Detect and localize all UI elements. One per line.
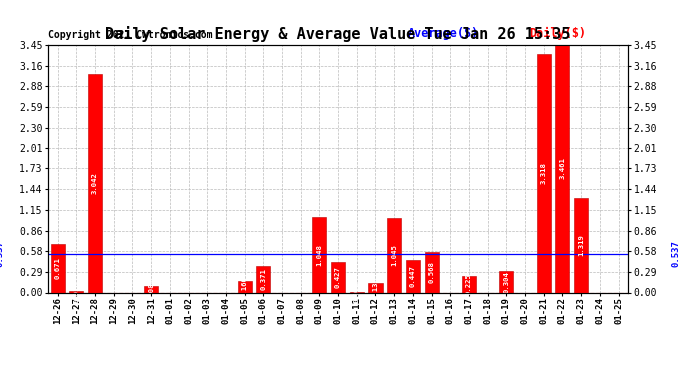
- Text: Average($): Average($): [408, 27, 479, 40]
- Bar: [406, 260, 420, 292]
- Text: 0.132: 0.132: [373, 277, 379, 299]
- Bar: [313, 217, 326, 292]
- Bar: [144, 286, 158, 292]
- Text: 1.048: 1.048: [317, 244, 322, 266]
- Text: 3.042: 3.042: [92, 172, 98, 194]
- Bar: [88, 74, 102, 292]
- Text: 0.371: 0.371: [260, 268, 266, 290]
- Bar: [500, 271, 513, 292]
- Bar: [537, 54, 551, 292]
- Text: 0.568: 0.568: [428, 261, 435, 283]
- Bar: [462, 276, 476, 292]
- Bar: [237, 281, 252, 292]
- Bar: [555, 44, 569, 292]
- Text: 0.447: 0.447: [410, 266, 416, 287]
- Bar: [256, 266, 270, 292]
- Bar: [574, 198, 588, 292]
- Text: 0.304: 0.304: [504, 271, 509, 292]
- Text: 3.461: 3.461: [560, 158, 566, 179]
- Text: 0.003: 0.003: [354, 282, 359, 303]
- Text: Daily($): Daily($): [529, 27, 586, 40]
- Bar: [424, 252, 439, 292]
- Text: 1.045: 1.045: [391, 244, 397, 266]
- Title: Daily Solar Energy & Average Value Tue Jan 26 15:35: Daily Solar Energy & Average Value Tue J…: [106, 27, 571, 42]
- Text: 0.537: 0.537: [0, 240, 5, 267]
- Text: 0.427: 0.427: [335, 266, 341, 288]
- Bar: [50, 244, 65, 292]
- Text: 0.160: 0.160: [241, 276, 248, 298]
- Text: 1.319: 1.319: [578, 234, 584, 256]
- Text: 0.671: 0.671: [55, 258, 61, 279]
- Bar: [331, 262, 345, 292]
- Text: 0.225: 0.225: [466, 273, 472, 296]
- Text: Copyright 2021 Cwtronics.com: Copyright 2021 Cwtronics.com: [48, 30, 213, 40]
- Bar: [69, 291, 83, 292]
- Bar: [387, 217, 401, 292]
- Text: 3.318: 3.318: [541, 162, 546, 184]
- Text: 0.016: 0.016: [73, 281, 79, 303]
- Bar: [368, 283, 382, 292]
- Text: 0.085: 0.085: [148, 279, 154, 300]
- Text: 0.537: 0.537: [671, 240, 680, 267]
